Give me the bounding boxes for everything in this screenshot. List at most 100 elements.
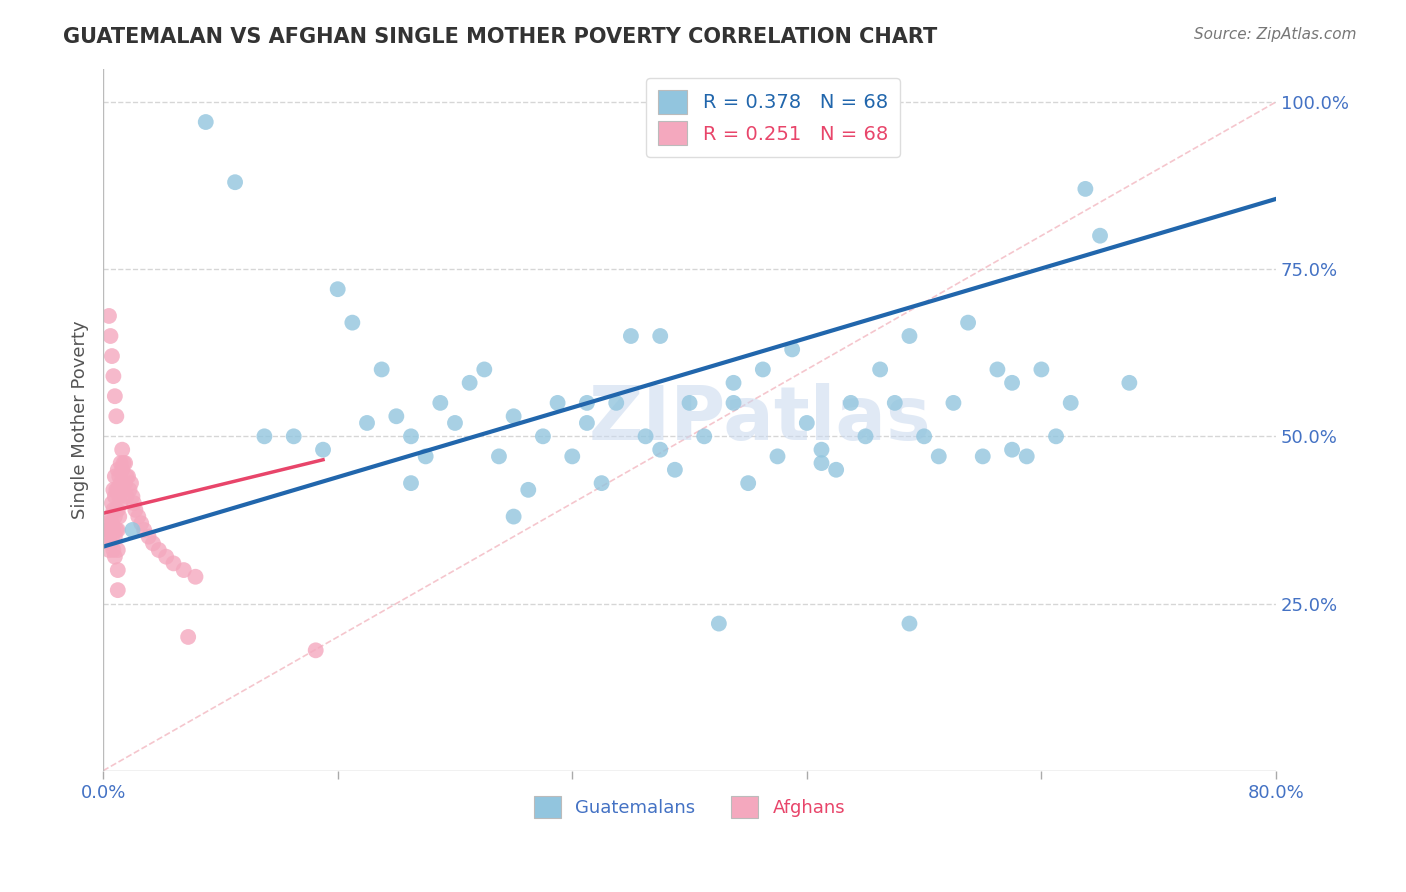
- Point: [502, 409, 524, 424]
- Point: [1031, 362, 1053, 376]
- Point: [173, 563, 195, 577]
- Point: [100, 329, 122, 343]
- Point: [110, 496, 132, 510]
- Point: [118, 483, 141, 497]
- Point: [766, 450, 789, 464]
- Point: [105, 409, 128, 424]
- Point: [502, 509, 524, 524]
- Point: [605, 396, 627, 410]
- Point: [429, 396, 451, 410]
- Point: [1001, 442, 1024, 457]
- Point: [444, 416, 467, 430]
- Point: [112, 456, 135, 470]
- Point: [107, 563, 129, 577]
- Point: [100, 536, 122, 550]
- Point: [883, 396, 905, 410]
- Point: [912, 429, 935, 443]
- Point: [121, 523, 143, 537]
- Point: [101, 516, 124, 531]
- Point: [162, 557, 184, 571]
- Point: [312, 442, 335, 457]
- Text: Source: ZipAtlas.com: Source: ZipAtlas.com: [1194, 27, 1357, 42]
- Point: [142, 536, 165, 550]
- Y-axis label: Single Mother Poverty: Single Mother Poverty: [72, 320, 89, 519]
- Point: [283, 429, 305, 443]
- Point: [591, 476, 613, 491]
- Point: [650, 442, 672, 457]
- Point: [101, 530, 124, 544]
- Point: [620, 329, 643, 343]
- Point: [928, 450, 950, 464]
- Point: [780, 343, 803, 357]
- Point: [98, 543, 121, 558]
- Point: [796, 416, 818, 430]
- Point: [129, 516, 152, 531]
- Point: [103, 369, 125, 384]
- Point: [737, 476, 759, 491]
- Point: [107, 463, 129, 477]
- Point: [110, 456, 132, 470]
- Point: [96, 516, 118, 531]
- Point: [810, 456, 832, 470]
- Point: [104, 389, 127, 403]
- Point: [707, 616, 730, 631]
- Point: [111, 483, 134, 497]
- Point: [127, 509, 149, 524]
- Point: [678, 396, 700, 410]
- Point: [693, 429, 716, 443]
- Point: [98, 530, 121, 544]
- Point: [104, 530, 127, 544]
- Point: [184, 570, 207, 584]
- Point: [103, 483, 125, 497]
- Point: [114, 476, 136, 491]
- Point: [1118, 376, 1140, 390]
- Point: [155, 549, 177, 564]
- Point: [115, 490, 138, 504]
- Point: [111, 442, 134, 457]
- Point: [723, 396, 745, 410]
- Point: [107, 543, 129, 558]
- Point: [458, 376, 481, 390]
- Point: [104, 490, 127, 504]
- Point: [96, 523, 118, 537]
- Point: [942, 396, 965, 410]
- Point: [723, 376, 745, 390]
- Point: [100, 523, 122, 537]
- Point: [561, 450, 583, 464]
- Point: [124, 503, 146, 517]
- Point: [104, 549, 127, 564]
- Point: [1015, 450, 1038, 464]
- Point: [107, 583, 129, 598]
- Point: [112, 476, 135, 491]
- Point: [869, 362, 891, 376]
- Point: [98, 309, 121, 323]
- Point: [101, 349, 124, 363]
- Point: [101, 496, 124, 510]
- Point: [575, 416, 598, 430]
- Point: [111, 463, 134, 477]
- Point: [224, 175, 246, 189]
- Point: [1074, 182, 1097, 196]
- Point: [108, 469, 131, 483]
- Point: [108, 509, 131, 524]
- Point: [1001, 376, 1024, 390]
- Point: [177, 630, 200, 644]
- Point: [103, 503, 125, 517]
- Point: [825, 463, 848, 477]
- Point: [810, 442, 832, 457]
- Point: [121, 490, 143, 504]
- Point: [104, 469, 127, 483]
- Point: [138, 530, 160, 544]
- Point: [114, 456, 136, 470]
- Point: [356, 416, 378, 430]
- Point: [898, 329, 921, 343]
- Point: [664, 463, 686, 477]
- Point: [326, 282, 349, 296]
- Point: [898, 616, 921, 631]
- Point: [531, 429, 554, 443]
- Point: [103, 543, 125, 558]
- Point: [1088, 228, 1111, 243]
- Point: [105, 523, 128, 537]
- Point: [752, 362, 775, 376]
- Point: [108, 490, 131, 504]
